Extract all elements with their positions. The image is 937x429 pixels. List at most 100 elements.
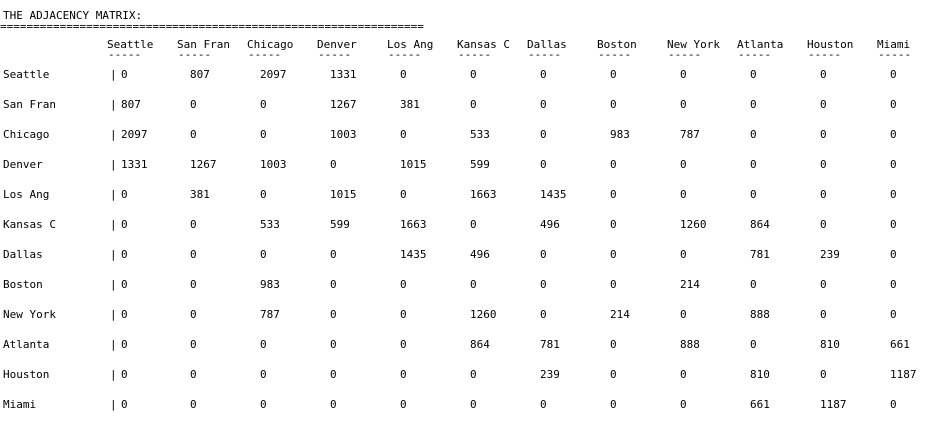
matrix-cell: 0 — [400, 68, 407, 81]
matrix-cell: 0 — [610, 188, 617, 201]
matrix-cell: 1331 — [330, 68, 357, 81]
matrix-cell: 0 — [750, 188, 757, 201]
matrix-cell: 0 — [400, 308, 407, 321]
matrix-cell: 0 — [610, 98, 617, 111]
matrix-cell: 0 — [190, 278, 197, 291]
matrix-cell: 807 — [121, 98, 141, 111]
matrix-cell: 533 — [470, 128, 490, 141]
matrix-cell: 661 — [750, 398, 770, 411]
matrix-cell: 0 — [121, 308, 128, 321]
matrix-cell: 888 — [680, 338, 700, 351]
matrix-cell: 661 — [890, 338, 910, 351]
matrix-cell: 0 — [680, 368, 687, 381]
matrix-cell: 0 — [190, 308, 197, 321]
matrix-cell: 0 — [680, 248, 687, 261]
matrix-cell: 381 — [190, 188, 210, 201]
column-underline: ----- — [318, 48, 352, 61]
matrix-cell: 0 — [330, 398, 337, 411]
matrix-cell: 214 — [610, 308, 630, 321]
column-header: New York — [667, 38, 720, 51]
matrix-cell: 0 — [890, 158, 897, 171]
matrix-cell: 810 — [750, 368, 770, 381]
matrix-cell: 533 — [260, 218, 280, 231]
matrix-cell: 810 — [820, 338, 840, 351]
matrix-cell: 1187 — [820, 398, 847, 411]
column-underline: ----- — [598, 48, 632, 61]
matrix-cell: 0 — [610, 218, 617, 231]
row-bar: | — [110, 368, 117, 381]
matrix-cell: 0 — [400, 398, 407, 411]
row-bar: | — [110, 398, 117, 411]
column-header: Boston — [597, 38, 637, 51]
matrix-cell: 0 — [750, 338, 757, 351]
matrix-cell: 0 — [260, 368, 267, 381]
matrix-cell: 0 — [260, 248, 267, 261]
row-label: Atlanta — [3, 338, 50, 351]
matrix-cell: 0 — [820, 68, 827, 81]
matrix-cell: 1663 — [400, 218, 427, 231]
matrix-cell: 0 — [750, 68, 757, 81]
column-underline: ----- — [808, 48, 842, 61]
matrix-cell: 0 — [820, 278, 827, 291]
matrix-cell: 0 — [680, 308, 687, 321]
matrix-cell: 1187 — [890, 368, 917, 381]
column-underline: ----- — [668, 48, 702, 61]
matrix-cell: 0 — [610, 248, 617, 261]
column-underline: ----- — [738, 48, 772, 61]
matrix-cell: 0 — [190, 368, 197, 381]
matrix-cell: 0 — [470, 278, 477, 291]
matrix-cell: 214 — [680, 278, 700, 291]
matrix-cell: 0 — [540, 158, 547, 171]
matrix-cell: 0 — [820, 218, 827, 231]
matrix-cell: 0 — [540, 308, 547, 321]
row-bar: | — [110, 98, 117, 111]
matrix-cell: 2097 — [260, 68, 287, 81]
matrix-cell: 0 — [680, 98, 687, 111]
column-header: Los Ang — [387, 38, 434, 51]
matrix-cell: 1003 — [330, 128, 357, 141]
matrix-cell: 0 — [260, 398, 267, 411]
matrix-cell: 0 — [470, 68, 477, 81]
matrix-cell: 0 — [750, 278, 757, 291]
row-bar: | — [110, 308, 117, 321]
matrix-cell: 0 — [400, 338, 407, 351]
matrix-cell: 0 — [121, 368, 128, 381]
matrix-cell: 381 — [400, 98, 420, 111]
matrix-cell: 0 — [260, 188, 267, 201]
matrix-cell: 0 — [680, 188, 687, 201]
matrix-cell: 0 — [260, 128, 267, 141]
matrix-cell: 0 — [330, 368, 337, 381]
row-label: Kansas C — [3, 218, 56, 231]
matrix-cell: 0 — [890, 308, 897, 321]
matrix-cell: 0 — [540, 278, 547, 291]
matrix-cell: 0 — [260, 98, 267, 111]
matrix-cell: 781 — [750, 248, 770, 261]
row-bar: | — [110, 278, 117, 291]
row-bar: | — [110, 248, 117, 261]
matrix-cell: 0 — [610, 68, 617, 81]
matrix-cell: 0 — [190, 128, 197, 141]
matrix-cell: 0 — [121, 278, 128, 291]
matrix-cell: 0 — [540, 68, 547, 81]
matrix-cell: 864 — [470, 338, 490, 351]
matrix-cell: 0 — [680, 398, 687, 411]
matrix-cell: 0 — [540, 248, 547, 261]
matrix-cell: 1435 — [400, 248, 427, 261]
matrix-cell: 0 — [680, 68, 687, 81]
row-label: Los Ang — [3, 188, 50, 201]
row-label: Miami — [3, 398, 37, 411]
matrix-cell: 0 — [260, 338, 267, 351]
matrix-cell: 0 — [890, 188, 897, 201]
matrix-cell: 0 — [610, 158, 617, 171]
matrix-cell: 0 — [890, 98, 897, 111]
column-underline: ----- — [458, 48, 492, 61]
matrix-cell: 1435 — [540, 188, 567, 201]
row-label: Denver — [3, 158, 43, 171]
matrix-cell: 0 — [750, 158, 757, 171]
matrix-cell: 0 — [470, 218, 477, 231]
matrix-cell: 787 — [260, 308, 280, 321]
matrix-cell: 0 — [610, 278, 617, 291]
matrix-cell: 0 — [190, 398, 197, 411]
matrix-cell: 0 — [121, 398, 128, 411]
matrix-cell: 0 — [890, 218, 897, 231]
